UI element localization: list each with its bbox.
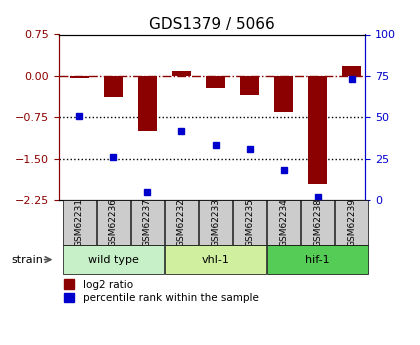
Bar xyxy=(267,200,300,245)
Text: GSM62232: GSM62232 xyxy=(177,198,186,247)
Bar xyxy=(138,76,157,131)
Text: GSM62231: GSM62231 xyxy=(75,198,84,247)
Bar xyxy=(172,71,191,76)
Text: vhl-1: vhl-1 xyxy=(202,255,229,265)
Text: GSM62239: GSM62239 xyxy=(347,198,356,247)
Bar xyxy=(70,76,89,78)
Text: GSM62235: GSM62235 xyxy=(245,198,254,247)
Bar xyxy=(274,76,293,112)
Bar xyxy=(97,200,130,245)
Bar xyxy=(240,76,259,95)
Legend: log2 ratio, percentile rank within the sample: log2 ratio, percentile rank within the s… xyxy=(64,279,259,303)
Bar xyxy=(336,200,368,245)
Bar xyxy=(302,200,334,245)
Text: hif-1: hif-1 xyxy=(305,255,330,265)
Title: GDS1379 / 5066: GDS1379 / 5066 xyxy=(149,17,275,32)
Text: GSM62234: GSM62234 xyxy=(279,198,288,247)
Bar xyxy=(131,200,164,245)
Bar xyxy=(104,76,123,97)
Bar xyxy=(206,76,225,88)
Text: GSM62237: GSM62237 xyxy=(143,198,152,247)
Text: GSM62233: GSM62233 xyxy=(211,198,220,247)
Bar xyxy=(267,245,368,274)
Bar xyxy=(165,200,198,245)
Bar xyxy=(63,200,96,245)
Text: GSM62238: GSM62238 xyxy=(313,198,322,247)
Bar xyxy=(63,245,164,274)
Text: GSM62236: GSM62236 xyxy=(109,198,118,247)
Text: wild type: wild type xyxy=(88,255,139,265)
Bar xyxy=(342,66,361,76)
Bar xyxy=(165,245,266,274)
Bar xyxy=(233,200,266,245)
Bar xyxy=(199,200,232,245)
Bar xyxy=(308,76,327,184)
Text: strain: strain xyxy=(11,255,43,265)
